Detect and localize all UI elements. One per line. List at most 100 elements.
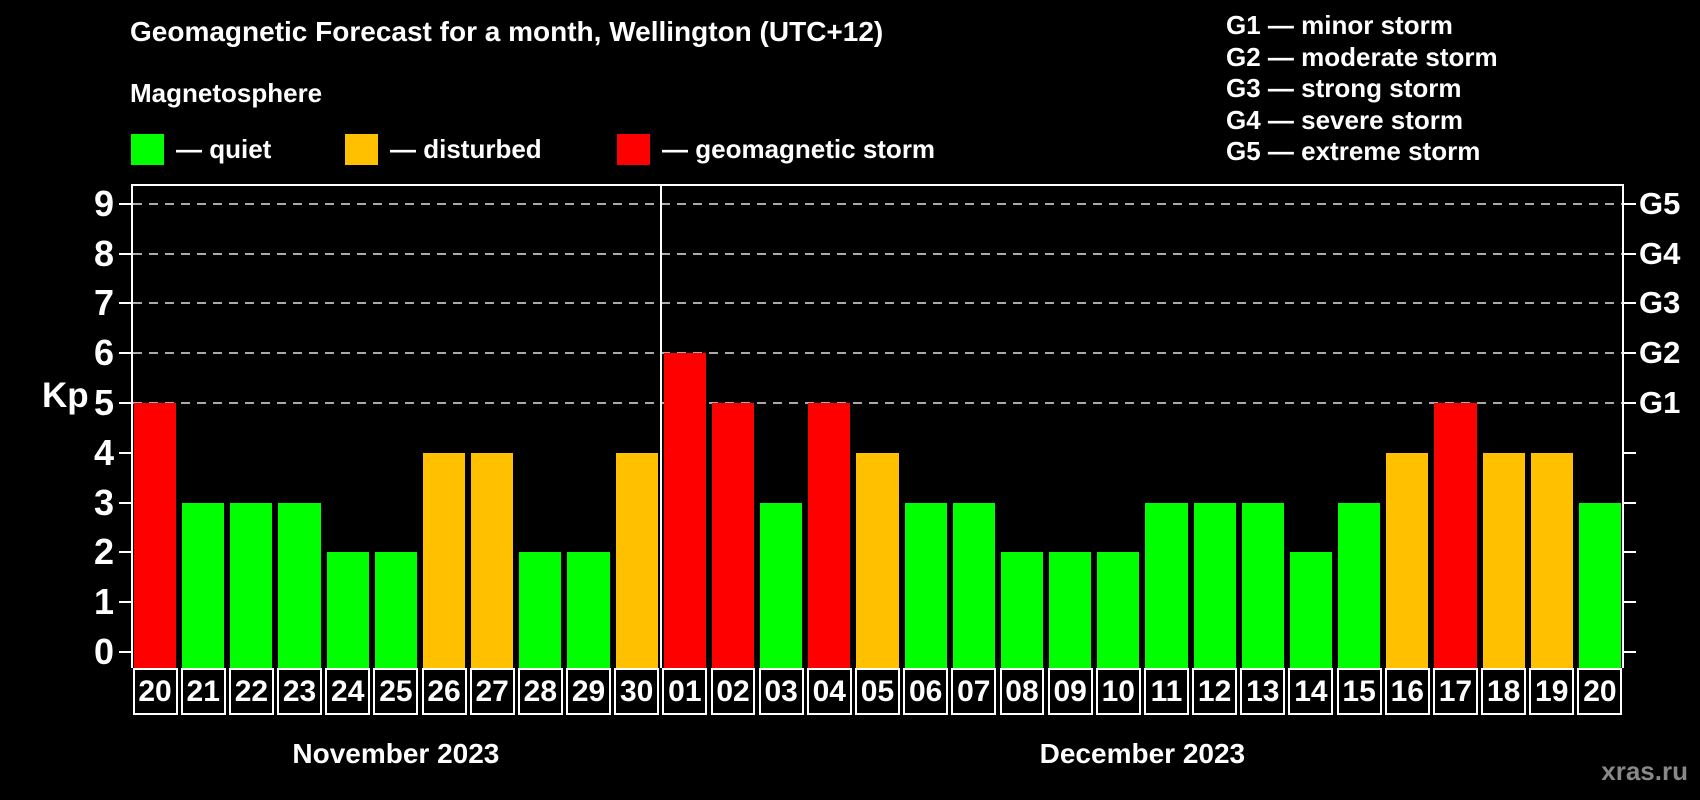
date-label-box: 24 <box>325 668 371 715</box>
y-tick-left <box>119 302 131 305</box>
kp-bar <box>1386 452 1429 668</box>
y-tick-left <box>119 402 131 404</box>
plot-frame-right <box>1622 184 1624 668</box>
kp-bar <box>1145 502 1188 668</box>
date-label-box: 08 <box>999 668 1045 715</box>
kp-bar <box>134 403 177 668</box>
kp-bar <box>1338 502 1381 668</box>
y-tick-left <box>119 252 131 255</box>
y-tick-right <box>1624 651 1636 653</box>
legend-item-storm: — geomagnetic storm <box>617 134 935 165</box>
date-label-box: 20 <box>132 668 178 715</box>
date-label-box: 09 <box>1047 668 1093 715</box>
date-label-box: 13 <box>1240 668 1286 715</box>
legend-label-disturbed: — disturbed <box>390 134 542 164</box>
gridline-kp8 <box>133 252 1622 255</box>
kp-bar <box>1530 452 1573 668</box>
gridline-kp6 <box>133 352 1622 355</box>
y-tick-right <box>1624 601 1636 604</box>
storm-scale-line: G5 — extreme storm <box>1226 136 1481 167</box>
y-axis-tick-label: 3 <box>93 481 114 523</box>
y-axis-tick-label: 8 <box>93 232 114 274</box>
plot-frame-top <box>131 184 1624 186</box>
storm-scale-line: G4 — severe storm <box>1226 104 1464 135</box>
y-tick-left <box>119 651 131 653</box>
date-label-box: 18 <box>1481 668 1527 715</box>
right-axis-g-label: G1 <box>1639 385 1681 420</box>
date-label-box: 02 <box>710 668 756 715</box>
kp-bar <box>1578 502 1621 668</box>
y-tick-right <box>1624 252 1636 255</box>
gridline-kp7 <box>133 302 1622 305</box>
chart-subtitle: Magnetosphere <box>130 78 323 108</box>
y-axis-tick-label: 4 <box>93 431 114 473</box>
date-label-box: 15 <box>1336 668 1382 715</box>
month-label: December 2023 <box>1039 738 1246 769</box>
date-label-box: 30 <box>614 668 660 715</box>
kp-bar <box>230 502 273 668</box>
right-axis-g-label: G5 <box>1639 185 1681 221</box>
storm-scale-line: G3 — strong storm <box>1226 73 1462 104</box>
date-label-box: 26 <box>421 668 467 715</box>
kp-bar <box>326 552 369 668</box>
date-label-box: 14 <box>1288 668 1334 715</box>
kp-bar <box>374 552 417 668</box>
y-axis-tick-label: 5 <box>93 382 114 423</box>
date-label-box: 04 <box>806 668 852 715</box>
watermark: xras.ru <box>1601 756 1688 786</box>
right-axis-g-label: G2 <box>1639 335 1681 371</box>
date-label-box: 06 <box>903 668 949 715</box>
y-axis-tick-label: 7 <box>93 282 114 324</box>
y-tick-left <box>119 352 131 355</box>
y-tick-right <box>1624 501 1636 504</box>
legend-swatch-storm <box>617 134 650 165</box>
y-axis-tick-label: 9 <box>93 182 114 224</box>
y-tick-right <box>1624 352 1636 355</box>
y-tick-right <box>1624 302 1636 305</box>
date-label-box: 03 <box>758 668 804 715</box>
date-label-box: 12 <box>1192 668 1238 715</box>
storm-scale-line: G2 — moderate storm <box>1226 41 1498 72</box>
date-label-box: 16 <box>1384 668 1430 715</box>
kp-bar <box>1434 403 1477 668</box>
kp-bar <box>1049 552 1092 668</box>
y-axis-tick-label: 6 <box>93 332 114 374</box>
kp-bar <box>519 552 562 668</box>
date-label-box: 28 <box>517 668 563 715</box>
date-label-box: 01 <box>662 668 708 715</box>
kp-bar <box>567 552 610 668</box>
gridline-kp5 <box>133 402 1622 404</box>
page-title: Geomagnetic Forecast for a month, Wellin… <box>130 16 884 47</box>
kp-bar <box>1482 452 1525 668</box>
month-separator <box>659 186 662 668</box>
date-label-box: 22 <box>228 668 274 715</box>
date-label-box: 07 <box>951 668 997 715</box>
gridline-kp9 <box>133 202 1622 205</box>
date-label-box: 17 <box>1432 668 1478 715</box>
y-axis-tick-label: 2 <box>93 531 114 573</box>
kp-bar <box>760 502 803 668</box>
legend-swatch-quiet <box>131 134 164 165</box>
kp-bar <box>1097 552 1140 668</box>
plot-frame-left <box>131 184 133 668</box>
date-label-box: 05 <box>855 668 900 715</box>
y-tick-right <box>1624 551 1636 554</box>
kp-bar <box>663 353 706 668</box>
legend-label-storm: — geomagnetic storm <box>662 134 936 164</box>
date-label-box: 11 <box>1143 668 1189 715</box>
y-tick-left <box>119 601 131 604</box>
y-tick-right <box>1624 402 1636 404</box>
kp-bar <box>182 502 225 668</box>
legend-label-quiet: — quiet <box>176 134 272 164</box>
kp-bar <box>952 502 995 668</box>
kp-bar <box>1289 552 1333 668</box>
date-label-box: 29 <box>566 668 611 715</box>
kp-bar <box>904 502 947 668</box>
kp-bar <box>278 502 321 668</box>
date-label-box: 25 <box>373 668 419 715</box>
kp-bar <box>808 403 851 668</box>
y-tick-right <box>1624 451 1636 454</box>
kp-bar <box>471 452 514 668</box>
date-label-box: 21 <box>180 668 226 715</box>
y-tick-left <box>119 551 131 554</box>
